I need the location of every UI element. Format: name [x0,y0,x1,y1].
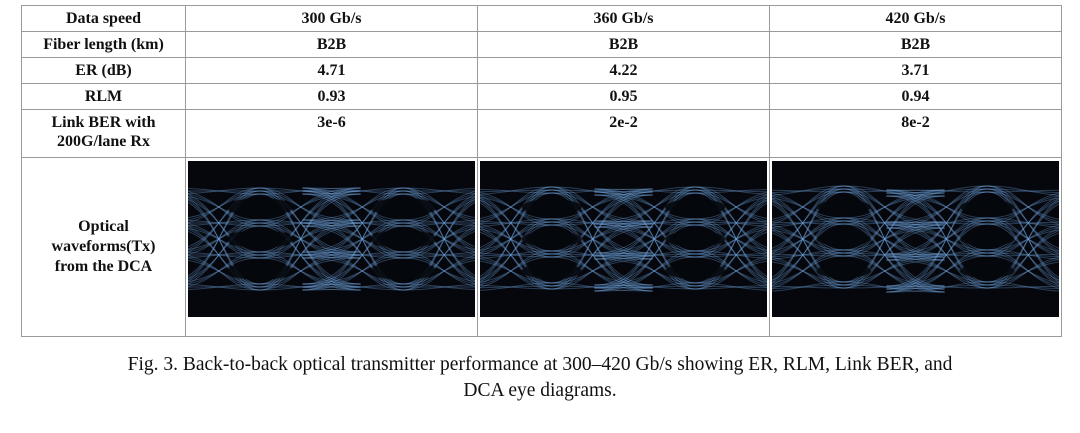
performance-table: Data speed 300 Gb/s 360 Gb/s 420 Gb/s Fi… [21,5,1062,337]
row-header-rlm: RLM [21,83,186,110]
row-header-waveforms-line2: waveforms(Tx) [51,238,156,255]
cell-fiber-300: B2B [185,31,478,58]
col-header-420: 420 Gb/s [769,5,1062,32]
cell-ber-300: 3e-6 [185,109,478,158]
col-header-360: 360 Gb/s [477,5,770,32]
row-header-link-ber-line2: 200G/lane Rx [57,133,150,150]
cell-ber-420: 8e-2 [769,109,1062,158]
row-header-fiber-length: Fiber length (km) [21,31,186,58]
cell-rlm-420: 0.94 [769,83,1062,110]
table-row-link-ber: Link BER with 200G/lane Rx 3e-6 2e-2 8e-… [21,109,1062,158]
cell-rlm-360: 0.95 [477,83,770,110]
row-header-waveforms: Optical waveforms(Tx) from the DCA [21,157,186,337]
figure-caption-line1: Fig. 3. Back-to-back optical transmitter… [127,354,953,375]
eye-diagram-360 [480,161,767,317]
row-header-er: ER (dB) [21,57,186,84]
row-header-link-ber-line1: Link BER with [51,114,156,131]
table-row-rlm: RLM 0.93 0.95 0.94 [21,83,1062,110]
table-row-data-speed: Data speed 300 Gb/s 360 Gb/s 420 Gb/s [21,5,1062,32]
row-header-link-ber: Link BER with 200G/lane Rx [21,109,186,158]
cell-fiber-420: B2B [769,31,1062,58]
cell-rlm-300: 0.93 [185,83,478,110]
figure-caption-line2: DCA eye diagrams. [463,380,617,401]
table-row-waveforms: Optical waveforms(Tx) from the DCA [21,157,1062,337]
cell-eye-360 [477,157,770,337]
cell-er-420: 3.71 [769,57,1062,84]
row-header-data-speed: Data speed [21,5,186,32]
eye-diagram-420 [772,161,1059,317]
eye-diagram-300 [188,161,475,317]
col-header-300: 300 Gb/s [185,5,478,32]
cell-er-360: 4.22 [477,57,770,84]
row-header-waveforms-line3: from the DCA [54,258,153,275]
figure-caption: Fig. 3. Back-to-back optical transmitter… [20,352,1060,404]
table-row-er: ER (dB) 4.71 4.22 3.71 [21,57,1062,84]
cell-fiber-360: B2B [477,31,770,58]
cell-eye-300 [185,157,478,337]
cell-eye-420 [769,157,1062,337]
table-row-fiber-length: Fiber length (km) B2B B2B B2B [21,31,1062,58]
cell-er-300: 4.71 [185,57,478,84]
cell-ber-360: 2e-2 [477,109,770,158]
row-header-waveforms-line1: Optical [78,218,129,235]
